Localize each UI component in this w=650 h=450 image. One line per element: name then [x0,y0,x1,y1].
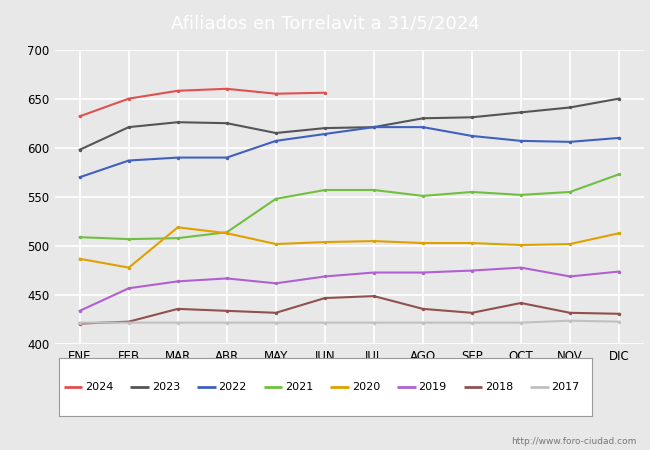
Text: 2021: 2021 [285,382,313,392]
Text: 2023: 2023 [152,382,180,392]
Text: 2017: 2017 [552,382,580,392]
Text: http://www.foro-ciudad.com: http://www.foro-ciudad.com [512,436,637,446]
Text: Afiliados en Torrelavit a 31/5/2024: Afiliados en Torrelavit a 31/5/2024 [170,14,480,33]
Text: 2024: 2024 [85,382,114,392]
Text: 2019: 2019 [419,382,447,392]
Text: 2022: 2022 [218,382,247,392]
Text: 2020: 2020 [352,382,380,392]
Text: 2018: 2018 [485,382,513,392]
